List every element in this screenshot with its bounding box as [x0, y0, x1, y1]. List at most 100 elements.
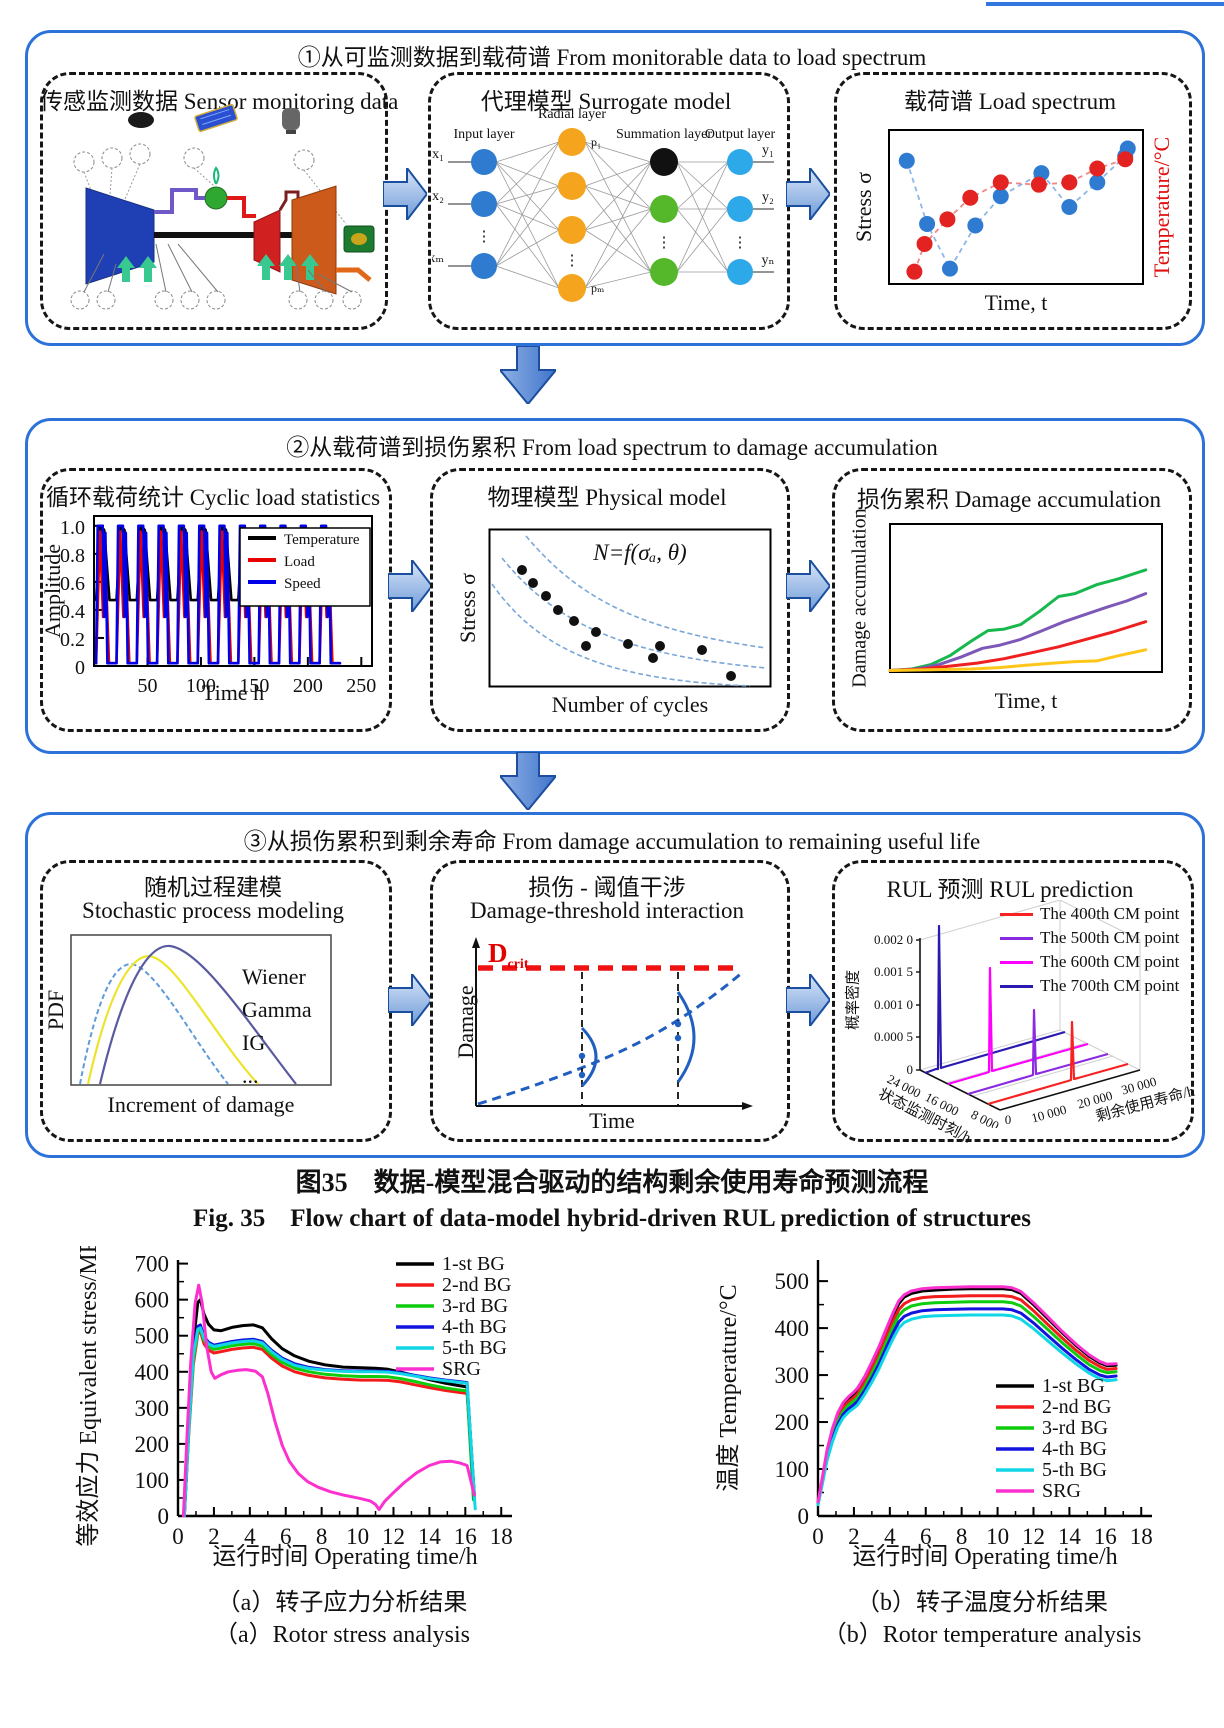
- damage-pdf-2: [676, 991, 696, 1083]
- svg-text:5-th BG: 5-th BG: [442, 1337, 507, 1359]
- circuit-board-icon: [194, 104, 238, 133]
- rul-3d-plot: 0.002 0 0.001 5 0.001 0 0.000 5 0 24 000…: [874, 900, 1158, 1128]
- svg-text:Input layer: Input layer: [453, 127, 514, 142]
- dcrit-subscript: crit: [507, 957, 529, 972]
- svg-text:0: 0: [158, 1504, 170, 1529]
- svg-text:300: 300: [775, 1363, 810, 1388]
- pdf-mean-dots: [578, 1020, 682, 1079]
- previous-figure-edge-line: [986, 2, 1224, 6]
- legend-item: The 700th CM point: [1000, 974, 1179, 998]
- svg-text:Output layer: Output layer: [705, 127, 776, 142]
- band-2-title: ②从载荷谱到损伤累积 From load spectrum to damage …: [286, 435, 938, 460]
- rul-pdf-peaks: [924, 924, 1129, 1106]
- fig35-caption-en: Fig. 35 Flow chart of data-model hybrid-…: [193, 1205, 1031, 1232]
- svg-text:16: 16: [454, 1524, 477, 1549]
- svg-text:8: 8: [956, 1524, 968, 1549]
- svg-text:14: 14: [1058, 1524, 1082, 1549]
- nn-edges: [495, 141, 729, 289]
- nn-radial-nodes: [558, 128, 586, 302]
- band-1-title: ①从可监测数据到载荷谱 From monitorable data to loa…: [297, 45, 927, 70]
- physical-model-formula: N=f(σₐ, θ): [593, 540, 687, 565]
- combustor: [204, 186, 228, 210]
- svg-text:10 000: 10 000: [1030, 1102, 1068, 1126]
- svg-text:x₂: x₂: [432, 189, 444, 204]
- damage-threshold-plot: [472, 937, 753, 1110]
- svg-text:14: 14: [418, 1524, 442, 1549]
- band-3-title: ③从损伤累积到剩余寿命 From damage accumulation to …: [243, 829, 981, 854]
- svg-text:运行时间 Operating time/h: 运行时间 Operating time/h: [212, 1543, 477, 1570]
- svg-text:6: 6: [280, 1524, 292, 1549]
- svg-text:2-nd BG: 2-nd BG: [442, 1274, 511, 1296]
- svg-text:4: 4: [244, 1524, 256, 1549]
- svg-text:0.8: 0.8: [60, 545, 85, 567]
- svg-text:0: 0: [798, 1504, 810, 1529]
- threshold-interaction-panel: [430, 860, 790, 1142]
- svg-text:10: 10: [346, 1524, 369, 1549]
- svg-text:Temperature: Temperature: [284, 532, 360, 548]
- physical-model-xlabel: Number of cycles: [551, 692, 709, 717]
- pdf-curves-plot: [70, 934, 332, 1086]
- damage-accumulation-chart: [888, 523, 1163, 673]
- cm-time-lines: [581, 972, 679, 1106]
- sensor-icon: [128, 112, 154, 128]
- flame-icon: [213, 166, 220, 185]
- svg-text:16: 16: [1094, 1524, 1117, 1549]
- svg-text:运行时间 Operating time/h: 运行时间 Operating time/h: [852, 1543, 1117, 1570]
- svg-text:100: 100: [186, 675, 216, 697]
- nn-output-stubs: [753, 161, 774, 273]
- physical-model-title: 物理模型 Physical model: [487, 485, 727, 510]
- load-spectrum-panel: [834, 72, 1192, 330]
- dcrit-symbol: D: [488, 938, 508, 968]
- legend-item: The 600th CM point: [1000, 950, 1179, 974]
- svg-text:4-th BG: 4-th BG: [1042, 1438, 1107, 1460]
- svg-text:500: 500: [775, 1269, 810, 1294]
- bottom-leads: [83, 243, 353, 293]
- svg-text:0.001 5: 0.001 5: [874, 964, 913, 979]
- svg-text:4-th BG: 4-th BG: [442, 1316, 507, 1338]
- load-spectrum-ylabel: Stress σ: [851, 172, 876, 242]
- threshold-xlabel: Time: [589, 1108, 635, 1133]
- rul-prediction-title: RUL 预测 RUL prediction: [886, 877, 1134, 902]
- stochastic-title-zh: 随机过程建模: [144, 875, 282, 900]
- generator: [343, 225, 375, 253]
- cyclic-load-title: 循环载荷统计 Cyclic load statistics: [45, 485, 381, 510]
- sn-curve-plot: [488, 528, 772, 688]
- legend-item: The 400th CM point: [1000, 902, 1179, 926]
- damage-growth-curve: [477, 970, 744, 1106]
- exhaust: [336, 267, 372, 282]
- svg-text:0.000 5: 0.000 5: [874, 1029, 913, 1044]
- svg-text:Amplitude: Amplitude: [44, 544, 65, 638]
- svg-text:0: 0: [172, 1524, 184, 1549]
- svg-text:200: 200: [775, 1410, 810, 1435]
- measurement-arrows: [117, 254, 319, 282]
- sensor-nodes-top: [73, 143, 315, 173]
- rul-legend: The 400th CM point The 500th CM point Th…: [1000, 902, 1179, 998]
- svg-text:0.6: 0.6: [60, 573, 85, 595]
- svg-text:0: 0: [1005, 1112, 1012, 1127]
- down-arrow-icon: [500, 752, 556, 810]
- svg-text:100: 100: [135, 1468, 170, 1493]
- caption-a-zh: （a）转子应力分析结果: [216, 1590, 468, 1616]
- pipe-purple: [154, 188, 205, 214]
- model-ig: IG: [242, 1030, 266, 1055]
- svg-text:1.0: 1.0: [60, 517, 85, 539]
- svg-text:Load: Load: [284, 554, 315, 570]
- svg-text:xₘ: xₘ: [432, 251, 444, 266]
- rul-zlabel: 概率密度: [845, 969, 862, 1031]
- svg-text:pₘ: pₘ: [591, 281, 604, 295]
- nn-output-nodes: [727, 149, 753, 285]
- chevron-right-icon: [786, 974, 830, 1026]
- damage-accumulation-title: 损伤累积 Damage accumulation: [856, 487, 1162, 512]
- chevron-right-icon: [388, 974, 432, 1026]
- stochastic-model-list: Wiener Gamma IG ...: [242, 960, 312, 1092]
- svg-text:50: 50: [137, 675, 157, 697]
- fatigue-data-points: [517, 565, 736, 681]
- sensor-nodes-bottom: [70, 290, 362, 310]
- nn-summation-nodes: [650, 148, 678, 286]
- power-turbine-shape: [291, 185, 337, 295]
- svg-text:600: 600: [135, 1288, 170, 1313]
- nn-input-stubs: [448, 161, 471, 267]
- svg-text:y₁: y₁: [762, 143, 774, 158]
- svg-text:100: 100: [775, 1457, 810, 1482]
- duct: [278, 190, 300, 211]
